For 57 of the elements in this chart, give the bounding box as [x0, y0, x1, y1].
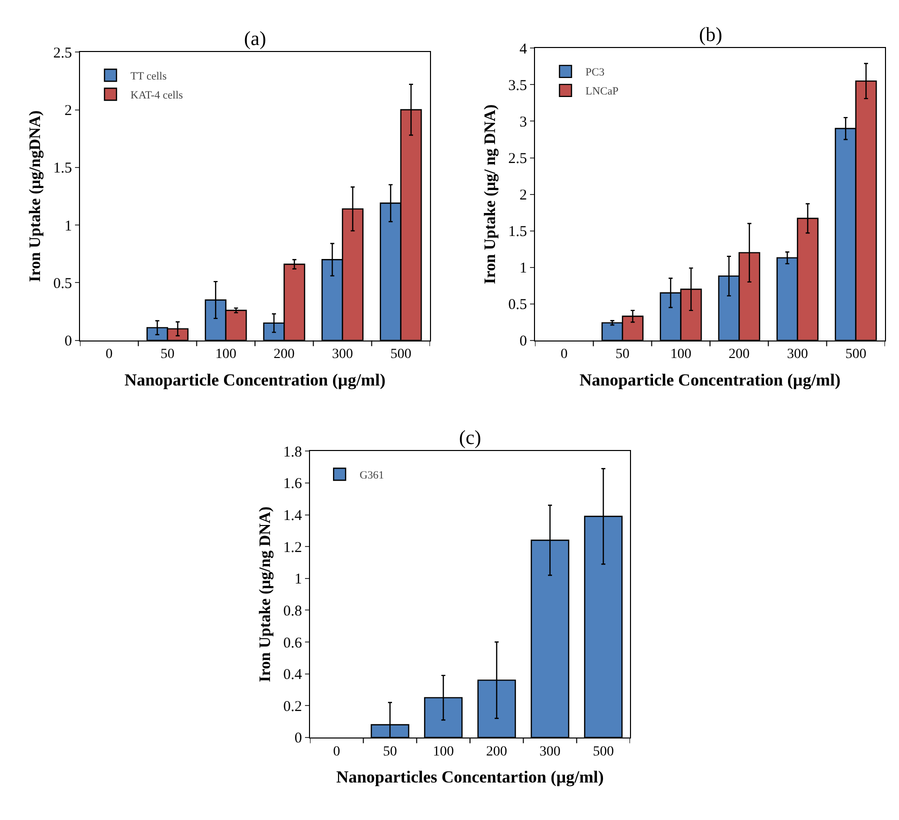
- legend-label: LNCaP: [586, 86, 618, 98]
- x-tick-label: 500: [390, 347, 412, 362]
- y-tick-label: 0: [520, 334, 527, 350]
- x-tick-label: 100: [432, 744, 454, 760]
- x-axis-title: Nanoparticle Concentration (µg/ml): [580, 370, 840, 390]
- y-tick-label: 1: [520, 260, 527, 277]
- y-tick-label: 1.2: [283, 540, 302, 556]
- y-tick-label: 1.5: [508, 224, 527, 240]
- x-tick-label: 50: [160, 347, 174, 362]
- y-tick-label: 0: [294, 730, 302, 747]
- y-axis-title: Iron Uptake (µg/ng DNA): [257, 506, 274, 682]
- x-tick-label: 200: [274, 347, 295, 362]
- y-tick-label: 1.4: [283, 508, 302, 524]
- y-tick-label: 2.5: [508, 151, 527, 167]
- y-tick-label: 0.5: [53, 276, 72, 292]
- legend-label: KAT-4 cells: [130, 90, 183, 102]
- y-tick-label: 0.6: [283, 635, 302, 652]
- y-tick-label: 2.5: [53, 45, 72, 62]
- y-tick-label: 0.2: [283, 698, 302, 715]
- y-tick-label: 1: [294, 572, 302, 588]
- x-tick-label: 500: [592, 744, 614, 760]
- chart-title: (b): [699, 24, 722, 46]
- x-tick-label: 300: [332, 347, 353, 362]
- x-tick-label: 200: [486, 744, 508, 760]
- x-tick-label: 300: [787, 347, 808, 362]
- chart-title: (a): [244, 28, 266, 50]
- x-tick-label: 100: [215, 347, 236, 362]
- x-tick-label: 0: [106, 347, 113, 362]
- x-tick-label: 200: [728, 347, 750, 362]
- y-tick-label: 1.5: [53, 160, 72, 177]
- y-tick-label: 2: [520, 188, 527, 204]
- x-tick-label: 50: [616, 347, 630, 362]
- y-tick-label: 0: [64, 334, 72, 350]
- y-tick-label: 1: [64, 218, 72, 234]
- x-tick-label: 0: [333, 744, 340, 760]
- y-tick-label: 3: [520, 114, 527, 130]
- y-tick-label: 0.8: [283, 603, 302, 620]
- y-tick-label: 3.5: [508, 78, 527, 94]
- x-tick-label: 300: [540, 744, 560, 760]
- y-tick-label: 1.6: [283, 476, 302, 492]
- y-axis-title: Iron Uptake (µg/ngDNA): [27, 110, 44, 282]
- y-axis-title: Iron Uptake (µg/ ng DNA): [482, 104, 500, 284]
- y-tick-label: 2: [64, 103, 72, 119]
- y-tick-label: 0.5: [508, 297, 527, 314]
- x-tick-label: 50: [383, 744, 397, 760]
- legend-label: TT cells: [130, 70, 167, 83]
- x-axis-title: Nanoparticles Concentartion (µg/ml): [336, 768, 604, 787]
- x-tick-label: 0: [560, 347, 568, 362]
- legend-label: PC3: [586, 66, 605, 79]
- y-tick-label: 4: [520, 41, 528, 58]
- y-tick-label: 1.8: [283, 444, 302, 460]
- y-tick-label: 0.4: [283, 667, 302, 684]
- x-tick-label: 100: [670, 347, 692, 362]
- chart-title: (c): [459, 427, 482, 449]
- legend-label: G361: [360, 470, 384, 482]
- x-tick-label: 500: [845, 347, 866, 362]
- x-axis-title: Nanoparticle Concentration (µg/ml): [124, 370, 386, 390]
